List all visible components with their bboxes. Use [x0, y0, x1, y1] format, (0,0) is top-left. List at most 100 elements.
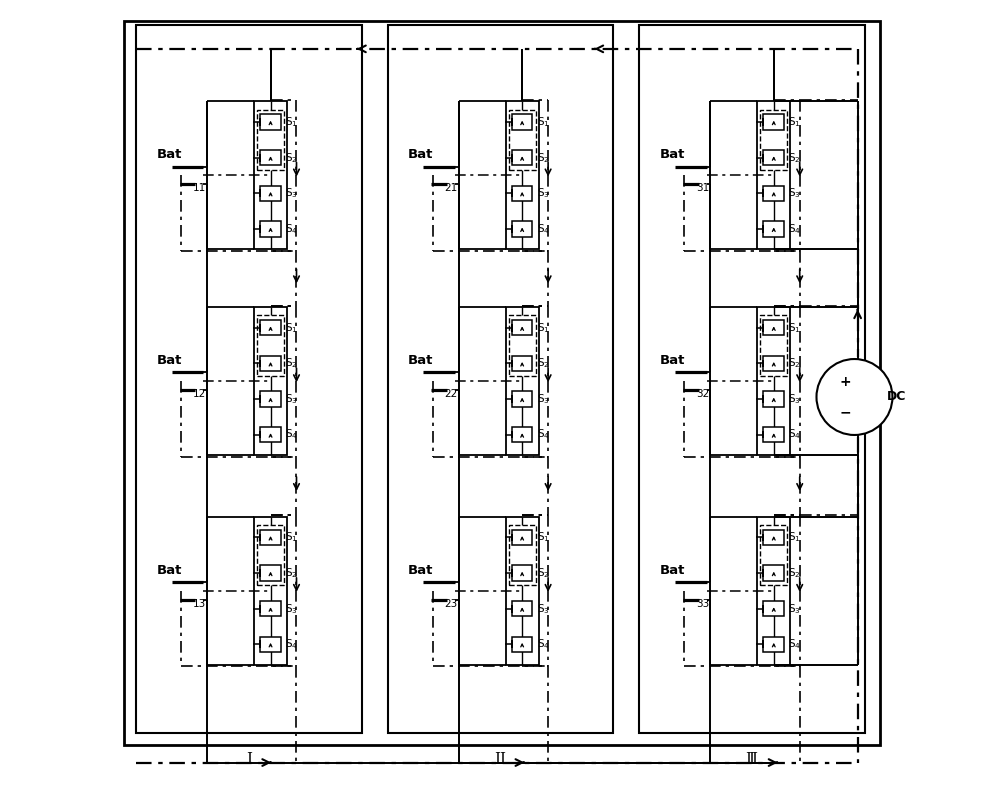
Text: II: II [494, 753, 506, 766]
Bar [512, 427, 532, 442]
Bar [260, 150, 281, 165]
Bar [260, 320, 281, 336]
Bar [509, 315, 536, 376]
Bar [763, 391, 784, 407]
Text: 13: 13 [193, 599, 206, 609]
Text: S$_4$: S$_4$ [285, 222, 298, 236]
Text: 33: 33 [696, 599, 709, 609]
Bar [260, 356, 281, 371]
Text: S$_1$: S$_1$ [537, 530, 549, 545]
Bar [260, 530, 281, 545]
Text: S$_3$: S$_3$ [788, 392, 801, 406]
Text: S$_2$: S$_2$ [788, 151, 801, 164]
Bar [260, 427, 281, 442]
Text: 32: 32 [696, 389, 709, 399]
Text: S$_4$: S$_4$ [788, 638, 801, 651]
Bar [388, 25, 613, 734]
Bar [260, 186, 281, 201]
Bar [760, 110, 787, 170]
Text: Bat: Bat [660, 354, 685, 367]
Text: S$_4$: S$_4$ [537, 428, 549, 441]
Bar [763, 222, 784, 237]
Bar [254, 102, 287, 249]
Text: S$_3$: S$_3$ [788, 187, 801, 200]
Circle shape [816, 359, 892, 435]
Text: Bat: Bat [660, 148, 685, 161]
Text: 12: 12 [193, 389, 206, 399]
Text: S$_1$: S$_1$ [537, 321, 549, 334]
Text: −: − [839, 405, 851, 419]
Text: S$_1$: S$_1$ [788, 530, 801, 545]
Text: Bat: Bat [157, 148, 182, 161]
Bar [512, 601, 532, 616]
Text: S$_4$: S$_4$ [285, 428, 298, 441]
Bar [763, 637, 784, 652]
Bar [260, 222, 281, 237]
Text: S$_2$: S$_2$ [537, 566, 549, 580]
Bar [509, 525, 536, 585]
Bar [760, 315, 787, 376]
Bar [763, 186, 784, 201]
Bar [763, 320, 784, 336]
Text: S$_2$: S$_2$ [788, 357, 801, 370]
Text: S$_1$: S$_1$ [285, 115, 298, 129]
Text: Bat: Bat [408, 564, 434, 576]
Text: Bat: Bat [408, 354, 434, 367]
Text: S$_1$: S$_1$ [285, 321, 298, 334]
Text: S$_4$: S$_4$ [788, 222, 801, 236]
Bar [757, 102, 790, 249]
Text: S$_2$: S$_2$ [285, 566, 297, 580]
Text: S$_3$: S$_3$ [537, 602, 549, 615]
Bar [763, 427, 784, 442]
Text: S$_3$: S$_3$ [537, 187, 549, 200]
Text: Bat: Bat [157, 354, 182, 367]
Bar [512, 114, 532, 129]
Text: I: I [246, 753, 252, 766]
Bar [509, 110, 536, 170]
Bar [639, 25, 865, 734]
Text: Ⅲ: Ⅲ [746, 753, 758, 766]
Bar [757, 307, 790, 455]
Bar [254, 517, 287, 665]
Bar [506, 517, 539, 665]
Bar [136, 25, 362, 734]
Bar [512, 186, 532, 201]
Text: S$_1$: S$_1$ [285, 530, 298, 545]
Text: S$_3$: S$_3$ [285, 392, 298, 406]
Bar [260, 565, 281, 580]
Text: 21: 21 [445, 183, 458, 194]
Text: 31: 31 [696, 183, 709, 194]
Text: S$_3$: S$_3$ [537, 392, 549, 406]
Bar [757, 517, 790, 665]
Bar [260, 637, 281, 652]
Text: 11: 11 [193, 183, 206, 194]
Text: S$_2$: S$_2$ [537, 151, 549, 164]
Bar [257, 315, 284, 376]
Text: S$_4$: S$_4$ [788, 428, 801, 441]
Text: S$_1$: S$_1$ [788, 321, 801, 334]
Bar [506, 307, 539, 455]
Bar [260, 601, 281, 616]
Bar [506, 102, 539, 249]
Text: DC: DC [887, 391, 906, 403]
Text: S$_1$: S$_1$ [537, 115, 549, 129]
Bar [760, 525, 787, 585]
Bar [763, 530, 784, 545]
Bar [512, 222, 532, 237]
Text: S$_2$: S$_2$ [788, 566, 801, 580]
Text: S$_4$: S$_4$ [285, 638, 298, 651]
Bar [763, 150, 784, 165]
Bar [763, 114, 784, 129]
Text: S$_2$: S$_2$ [537, 357, 549, 370]
Bar [254, 307, 287, 455]
Text: 22: 22 [445, 389, 458, 399]
Text: S$_4$: S$_4$ [537, 638, 549, 651]
Text: S$_3$: S$_3$ [285, 187, 298, 200]
Bar [763, 601, 784, 616]
Bar [512, 565, 532, 580]
Text: 23: 23 [445, 599, 458, 609]
Bar [260, 114, 281, 129]
Text: +: + [839, 375, 851, 389]
Text: Bat: Bat [408, 148, 434, 161]
Bar [512, 530, 532, 545]
